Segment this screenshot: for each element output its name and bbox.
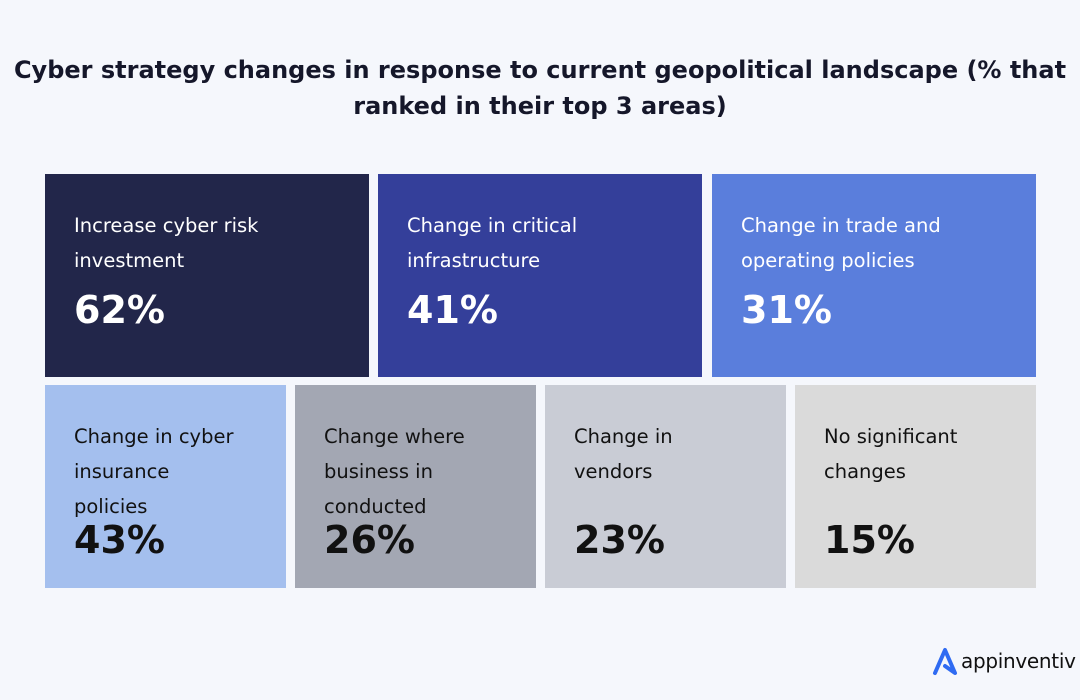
tile-label: Change in trade and operating policies: [741, 214, 941, 272]
tile-value: 15%: [824, 518, 915, 562]
logo-text: appinventiv: [961, 649, 1076, 673]
chart-title: Cyber strategy changes in response to cu…: [13, 56, 1067, 120]
tile-label: Change where business in conducted: [324, 425, 465, 518]
tile-2: Change in critical infrastructure 41%: [378, 174, 702, 377]
tile-label: Increase cyber risk investment: [74, 214, 259, 272]
tile-label: Change in vendors: [574, 425, 673, 483]
tile-3: Change in trade and operating policies 31…: [712, 174, 1036, 377]
tile-label: Change in cyber insurance policies: [74, 425, 234, 518]
tile-5: Change where business in conducted 26%: [295, 385, 536, 588]
appinventiv-logo-icon: [933, 648, 957, 675]
brand-logo: appinventiv: [932, 646, 1076, 676]
tile-value: 41%: [407, 288, 498, 332]
tile-value: 26%: [324, 518, 415, 562]
tile-4: Change in cyber insurance policies 43%: [45, 385, 286, 588]
tile-label: No significant changes: [824, 425, 958, 483]
tile-value: 23%: [574, 518, 665, 562]
tile-7: No significant changes 15%: [795, 385, 1036, 588]
tile-6: Change in vendors 23%: [545, 385, 786, 588]
tile-value: 43%: [74, 518, 165, 562]
tile-1: Increase cyber risk investment 62%: [45, 174, 369, 377]
tile-label: Change in critical infrastructure: [407, 214, 578, 272]
tile-value: 31%: [741, 288, 832, 332]
tile-value: 62%: [74, 288, 165, 332]
